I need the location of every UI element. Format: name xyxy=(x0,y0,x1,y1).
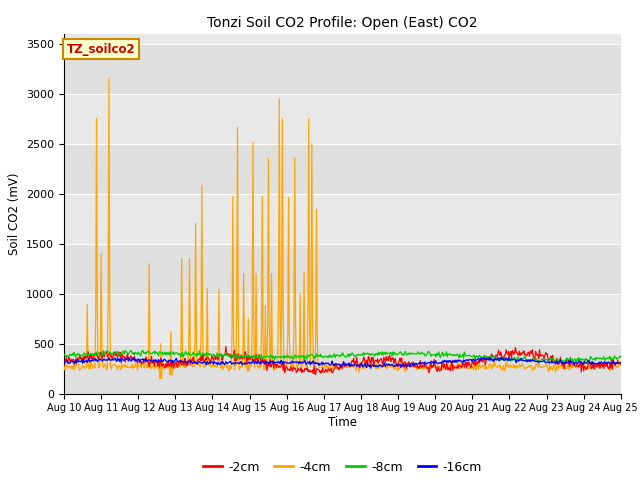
Legend: -2cm, -4cm, -8cm, -16cm: -2cm, -4cm, -8cm, -16cm xyxy=(198,456,487,479)
Bar xyxy=(64,44,621,94)
Title: Tonzi Soil CO2 Profile: Open (East) CO2: Tonzi Soil CO2 Profile: Open (East) CO2 xyxy=(207,16,477,30)
Bar xyxy=(64,243,621,294)
X-axis label: Time: Time xyxy=(328,416,357,429)
Bar xyxy=(64,344,621,394)
Text: TZ_soilco2: TZ_soilco2 xyxy=(67,43,136,56)
Bar xyxy=(64,144,621,193)
Y-axis label: Soil CO2 (mV): Soil CO2 (mV) xyxy=(8,172,20,255)
